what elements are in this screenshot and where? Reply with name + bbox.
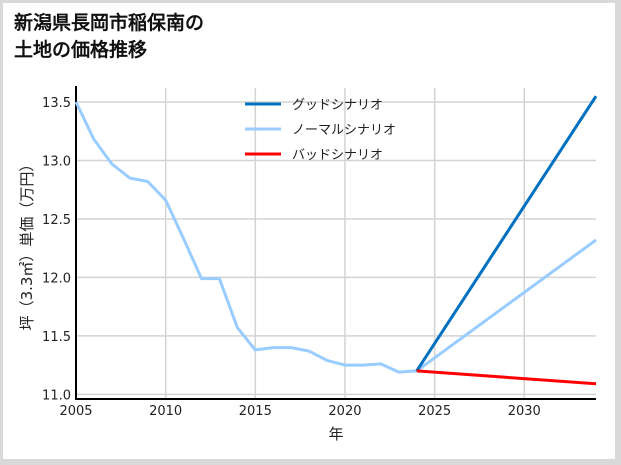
chart-title: 新潟県長岡市稲保南の 土地の価格推移 bbox=[14, 10, 204, 64]
chart-card bbox=[3, 3, 615, 459]
x-tick-label: 2030 bbox=[508, 404, 541, 419]
series-line-0 bbox=[415, 95, 598, 372]
series-line-1 bbox=[74, 101, 597, 374]
legend-label: グッドシナリオ bbox=[292, 98, 383, 113]
y-tick-label: 11.5 bbox=[42, 330, 71, 345]
x-tick-label: 2005 bbox=[59, 404, 92, 419]
title-line-1: 新潟県長岡市稲保南の bbox=[14, 12, 205, 34]
y-tick-label: 12.5 bbox=[42, 213, 71, 228]
y-tick-label: 13.0 bbox=[42, 154, 71, 169]
x-tick-label: 2020 bbox=[328, 404, 361, 419]
legend-label: ノーマルシナリオ bbox=[292, 123, 396, 138]
x-tick-label: 2010 bbox=[149, 404, 182, 419]
x-axis-label: 年 bbox=[328, 425, 343, 443]
legend-label: バッドシナリオ bbox=[292, 148, 383, 163]
y-tick-label: 13.5 bbox=[42, 96, 71, 111]
x-tick-label: 2015 bbox=[239, 404, 272, 419]
title-line-2: 土地の価格推移 bbox=[14, 39, 148, 61]
y-axis-label: 坪（3.3㎡）単価（万円） bbox=[18, 157, 36, 331]
y-tick-label: 12.0 bbox=[42, 271, 71, 286]
y-tick-label: 11.0 bbox=[42, 388, 71, 403]
x-tick-label: 2025 bbox=[418, 404, 451, 419]
series-line-2 bbox=[416, 369, 597, 386]
